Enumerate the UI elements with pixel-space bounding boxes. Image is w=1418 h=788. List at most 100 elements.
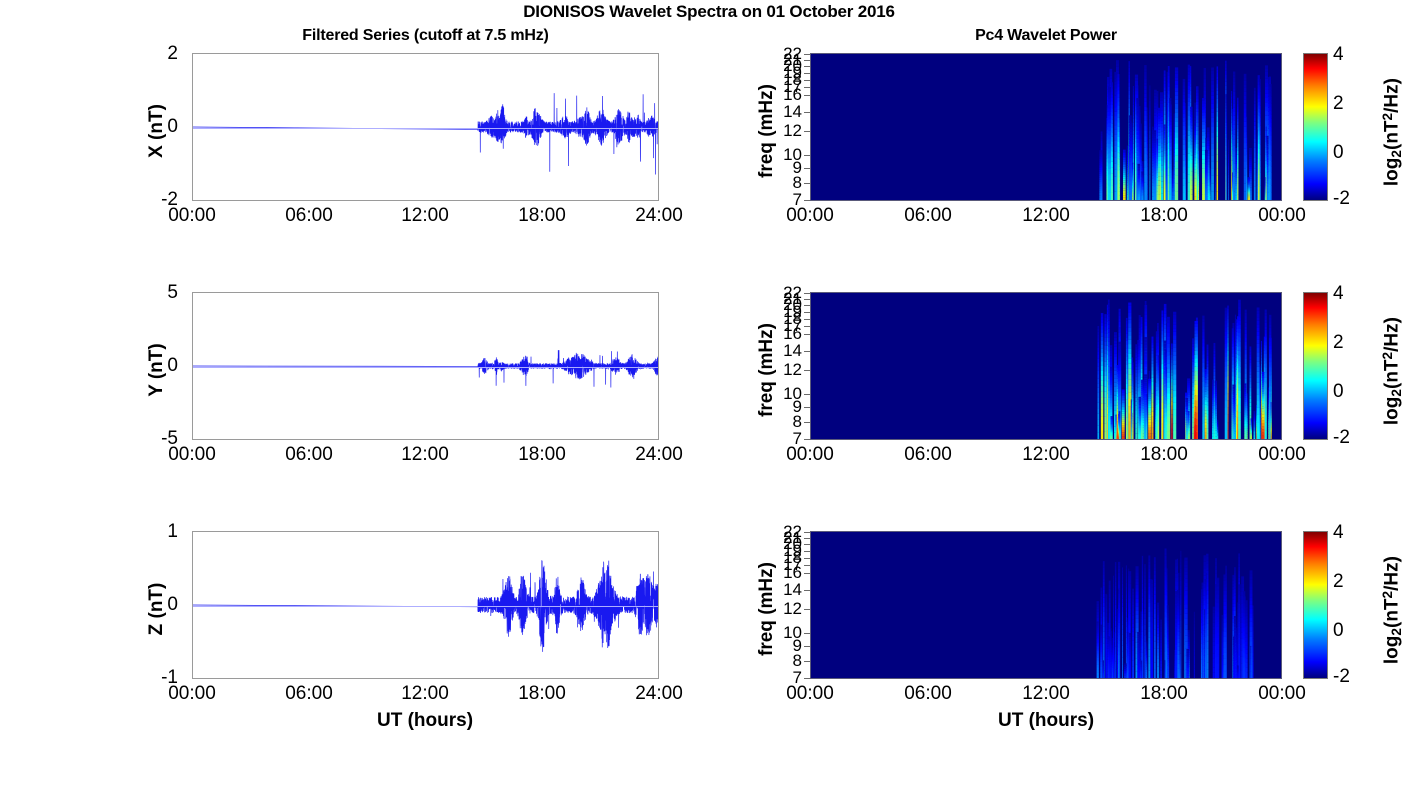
x-tick-ts1-4: 24:00 — [635, 444, 683, 465]
time-series-trace — [193, 93, 658, 175]
freq-tickmark — [804, 54, 810, 55]
colorbar-label-1: log2(nT2/Hz) — [1379, 317, 1405, 426]
colorbar-tick-2-0: 4 — [1333, 522, 1344, 543]
colorbar-label-0: log2(nT2/Hz) — [1379, 78, 1405, 187]
freq-tick-0-17: 17 — [783, 76, 802, 96]
spectrogram-power — [1099, 60, 1272, 200]
freq-tickmark — [804, 589, 810, 591]
x-tick-sp0-4: 00:00 — [1258, 205, 1306, 226]
freq-tickmark — [804, 72, 810, 74]
freq-tickmark — [804, 370, 810, 372]
time-series-trace — [193, 350, 658, 388]
freq-tick-2-7: 7 — [792, 668, 802, 687]
freq-tickmark — [804, 293, 810, 294]
freq-tickmark — [804, 59, 810, 61]
freq-tick-1-21: 21 — [783, 288, 802, 308]
freq-tick-0-18: 18 — [783, 69, 802, 89]
colorbar-tick-2-2: 0 — [1333, 620, 1344, 641]
x-tick-sp0-1: 06:00 — [904, 205, 952, 226]
freq-tick-2-17: 17 — [783, 554, 802, 574]
freq-tick-0-21: 21 — [783, 49, 802, 69]
freq-tickmark — [804, 311, 810, 313]
freq-tick-0-14: 14 — [783, 101, 802, 121]
freq-tick-0-22: 22 — [783, 44, 802, 63]
freq-tickmark — [804, 678, 810, 679]
x-tick-sp2-1: 06:00 — [904, 683, 952, 704]
freq-tick-2-12: 12 — [783, 599, 802, 619]
freq-tick-2-9: 9 — [792, 636, 802, 655]
freq-tick-1-7: 7 — [792, 429, 802, 448]
freq-tickmark — [804, 86, 810, 88]
x-tick-ts2-4: 24:00 — [635, 683, 683, 704]
x-tick-ts2-2: 12:00 — [401, 683, 449, 704]
x-tick-sp2-0: 00:00 — [786, 683, 834, 704]
freq-tickmark — [804, 298, 810, 300]
freq-tickmark — [804, 564, 810, 566]
y-tick-x-0: 2 — [167, 43, 178, 64]
colorbar-tick-0-0: 4 — [1333, 44, 1344, 65]
x-tick-sp1-3: 18:00 — [1140, 444, 1188, 465]
freq-tickmark — [804, 154, 810, 156]
freq-tick-0-20: 20 — [783, 56, 802, 76]
freq-tickmark — [804, 94, 810, 96]
x-tick-ts2-1: 06:00 — [285, 683, 333, 704]
freq-tick-2-18: 18 — [783, 547, 802, 567]
colorbar-tick-2-1: 2 — [1333, 571, 1344, 592]
y-tick-x-2: -2 — [161, 189, 178, 210]
plot-area-y-wavelet-power — [810, 292, 1282, 440]
freq-tickmark — [804, 325, 810, 327]
plot-area-y-filtered-series — [192, 292, 659, 440]
plot-area-z-filtered-series — [192, 531, 659, 679]
x-tick-sp2-4: 00:00 — [1258, 683, 1306, 704]
plot-area-x-filtered-series — [192, 53, 659, 201]
y-tick-x-1: 0 — [167, 116, 178, 137]
x-tick-ts0-3: 18:00 — [518, 205, 566, 226]
freq-tick-1-14: 14 — [783, 340, 802, 360]
freq-tickmark — [804, 532, 810, 533]
freq-tickmark — [804, 422, 810, 423]
freq-tickmark — [804, 661, 810, 662]
freq-tickmark — [804, 305, 810, 307]
colorbar-1 — [1303, 292, 1328, 440]
freq-tick-1-19: 19 — [783, 301, 802, 321]
freq-tickmark — [804, 183, 810, 184]
freq-tick-2-19: 19 — [783, 540, 802, 560]
x-tick-ts1-1: 06:00 — [285, 444, 333, 465]
x-tick-sp1-4: 00:00 — [1258, 444, 1306, 465]
freq-tickmark — [804, 333, 810, 335]
freq-tick-0-16: 16 — [783, 84, 802, 104]
freq-tickmark — [804, 407, 810, 408]
freq-tick-0-10: 10 — [783, 144, 802, 164]
freq-tick-2-8: 8 — [792, 651, 802, 670]
y-tick-y-2: -5 — [161, 428, 178, 449]
freq-tickmark — [804, 66, 810, 68]
colorbar-tick-1-0: 4 — [1333, 283, 1344, 304]
freq-tickmark — [804, 537, 810, 539]
x-tick-ts0-0: 00:00 — [168, 205, 216, 226]
freq-tick-2-22: 22 — [783, 522, 802, 541]
colorbar-tick-1-1: 2 — [1333, 332, 1344, 353]
x-tick-ts1-0: 00:00 — [168, 444, 216, 465]
colorbar-tick-1-3: -2 — [1333, 427, 1350, 448]
freq-tick-0-8: 8 — [792, 173, 802, 192]
freq-tick-1-17: 17 — [783, 315, 802, 335]
freq-tickmark — [804, 200, 810, 201]
spectrogram-power — [1096, 548, 1254, 678]
x-tick-sp1-2: 12:00 — [1022, 444, 1070, 465]
freq-tickmark — [804, 544, 810, 546]
freq-tickmark — [804, 572, 810, 574]
x-tick-ts0-1: 06:00 — [285, 205, 333, 226]
freq-tick-0-12: 12 — [783, 121, 802, 141]
zero-line — [193, 128, 658, 129]
freq-tickmark — [804, 632, 810, 634]
freq-tick-1-10: 10 — [783, 383, 802, 403]
freq-tickmark — [804, 168, 810, 169]
x-tick-sp1-1: 06:00 — [904, 444, 952, 465]
time-series-trace — [193, 560, 658, 652]
freq-tick-1-12: 12 — [783, 360, 802, 380]
freq-tick-1-22: 22 — [783, 283, 802, 302]
y-tick-z-2: -1 — [161, 667, 178, 688]
freq-tick-0-9: 9 — [792, 158, 802, 177]
figure-title: DIONISOS Wavelet Spectra on 01 October 2… — [523, 2, 895, 21]
